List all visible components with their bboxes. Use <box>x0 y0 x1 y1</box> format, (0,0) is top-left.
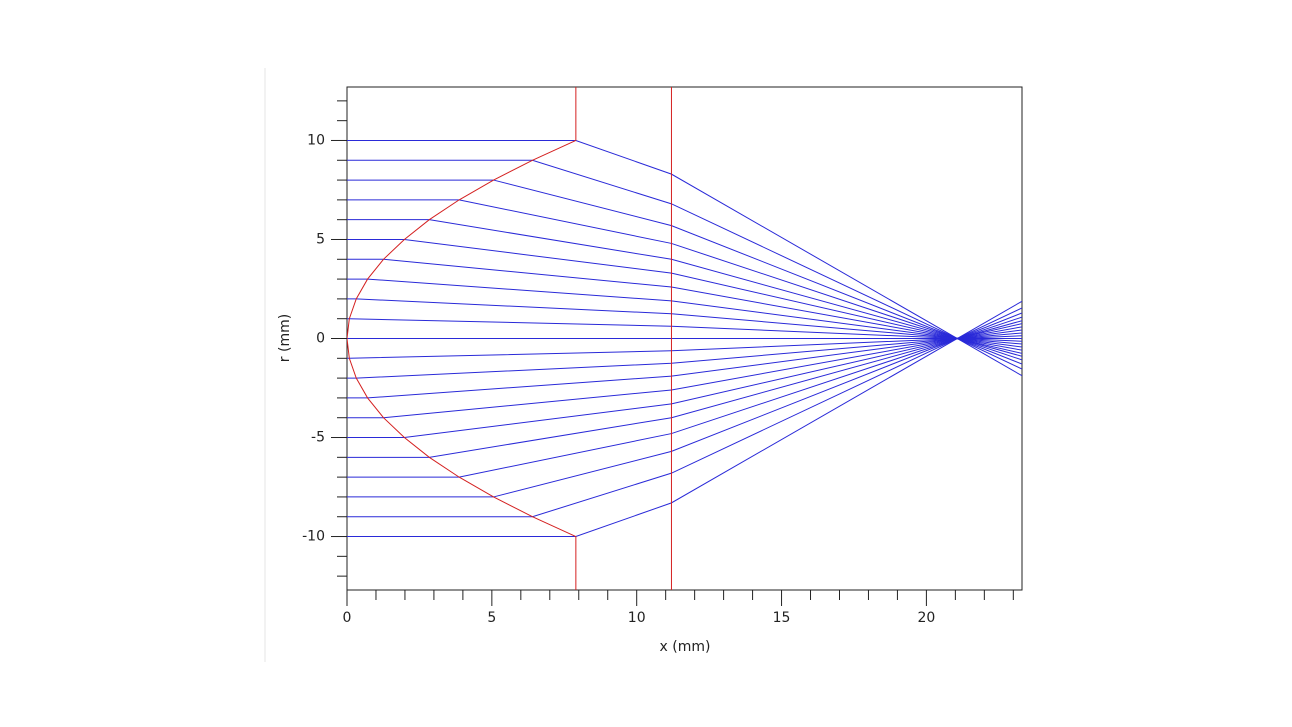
ray-line <box>347 329 1022 399</box>
ray-line <box>347 316 1022 478</box>
x-tick-label: 5 <box>487 610 496 626</box>
y-tick-label: 10 <box>307 132 325 148</box>
ray-line <box>347 278 1022 348</box>
plot-area <box>347 87 1022 590</box>
x-axis-label: x (mm) <box>660 639 711 655</box>
ray-line <box>347 140 577 537</box>
ray-line <box>347 219 1022 357</box>
ray-line <box>347 139 1022 377</box>
ray-line <box>347 300 1022 538</box>
ray-line <box>347 312 1022 498</box>
ray-line <box>347 335 1022 359</box>
ray-line <box>347 326 1022 419</box>
ray-line <box>347 318 1022 342</box>
x-tick-label: 10 <box>628 610 646 626</box>
ray-line <box>347 307 1022 518</box>
ray-line <box>347 258 1022 351</box>
x-tick-label: 0 <box>343 610 352 626</box>
ray-line <box>347 238 1022 354</box>
y-tick-label: -10 <box>302 529 325 545</box>
y-tick-label: -5 <box>311 430 325 446</box>
y-axis-label: r (mm) <box>277 314 293 362</box>
y-tick-label: 5 <box>316 231 325 247</box>
ray-line <box>347 199 1022 361</box>
x-tick-label: 15 <box>773 610 791 626</box>
ray-line <box>347 320 1022 458</box>
y-tick-label: 0 <box>316 331 325 347</box>
ray-line <box>347 298 1022 345</box>
x-tick-label: 20 <box>917 610 935 626</box>
ray-line <box>347 159 1022 370</box>
ray-line <box>347 179 1022 365</box>
ray-line <box>347 332 1022 379</box>
ray-line <box>347 323 1022 439</box>
